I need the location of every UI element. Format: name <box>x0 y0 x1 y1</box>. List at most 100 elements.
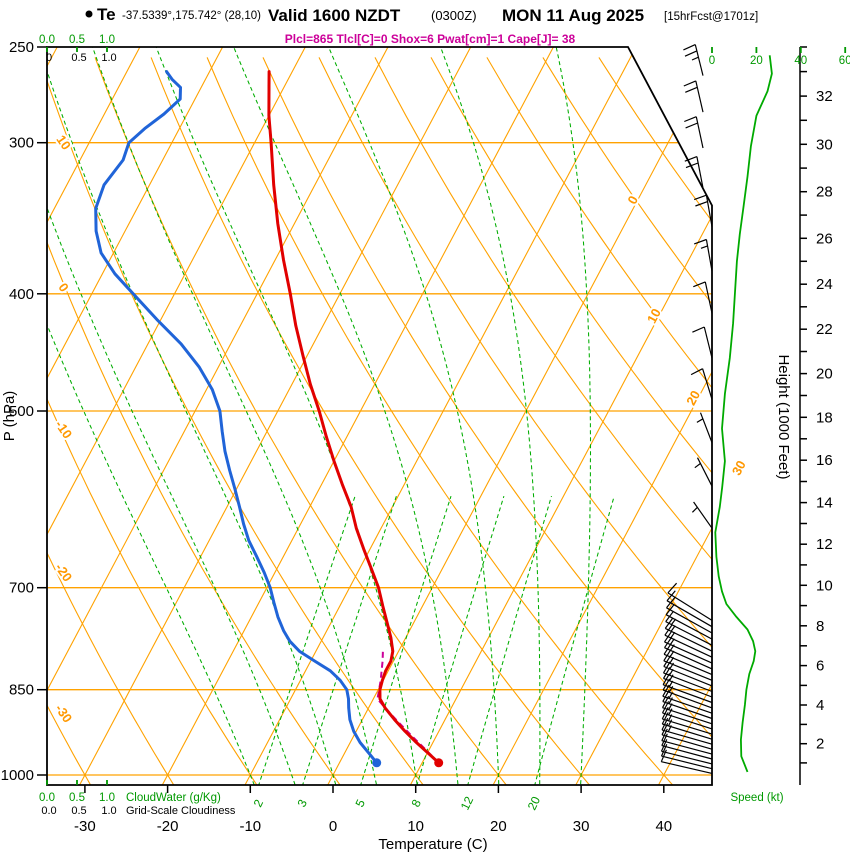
isotherm-line <box>409 47 712 785</box>
temp-tick-label: -10 <box>239 818 261 835</box>
wind-barb-half-feather <box>691 56 699 61</box>
temp-tick-label: 40 <box>655 818 672 835</box>
cloudiness-scale-label-bottom: 0.5 <box>71 805 86 817</box>
wind-barb-feather <box>662 673 671 685</box>
surface-dewpoint-dot <box>372 758 382 768</box>
moist-adiabat-line <box>47 47 341 785</box>
cloudwater-scale-label-bottom: 0.0 <box>39 792 55 804</box>
temp-tick-label: -20 <box>157 818 179 835</box>
cloudiness-scale-label-top: 0 <box>46 52 52 64</box>
wind-barb-staff <box>661 745 713 760</box>
wind-barb-feather <box>661 733 668 746</box>
dry-adiabat-line <box>94 57 514 785</box>
wind-barb-staff <box>705 195 713 227</box>
height-tick-label: 2 <box>816 736 824 753</box>
height-tick-label: 26 <box>816 230 833 247</box>
height-tick-label: 30 <box>816 136 833 153</box>
wind-barb-feather <box>664 617 674 629</box>
isotherm-label: 10 <box>644 306 664 326</box>
moist-adiabat-line <box>47 47 301 785</box>
wind-barb-staff <box>695 116 704 149</box>
cloudwater-scale-label-top: 0.0 <box>39 34 55 46</box>
wind-barb-feather <box>661 728 668 741</box>
wind-barb-staff <box>663 665 713 687</box>
isotherm-line <box>575 47 712 785</box>
isotherm-line <box>244 47 637 785</box>
wind-barb-half-feather <box>671 618 677 625</box>
moist-adiabat-line <box>328 47 500 785</box>
pressure-axis-title: P (hPa) <box>1 391 18 442</box>
speed-scale-label: 60 <box>839 55 850 67</box>
dry-adiabat-line <box>542 57 712 785</box>
wind-barb-staff <box>661 740 713 755</box>
pressure-tick-label: 300 <box>9 135 34 152</box>
wind-barb-half-feather <box>667 725 672 732</box>
mixing-ratio-label: 20 <box>525 794 544 812</box>
wind-barb-half-feather <box>691 506 698 513</box>
speed-axis-label: Speed (kt) <box>730 792 783 804</box>
height-tick-label: 6 <box>816 658 824 675</box>
dewpoint-curve <box>94 70 379 765</box>
isotherm-line <box>79 47 472 785</box>
valid-time: Valid 1600 NZDT <box>268 6 401 25</box>
station-name: Te <box>97 5 116 24</box>
wind-barb-feather <box>665 604 675 616</box>
wind-barb-feather <box>683 80 697 87</box>
temp-tick-label: 10 <box>407 818 424 835</box>
height-tick-label: 10 <box>816 577 833 594</box>
wind-barb-feather <box>660 749 667 762</box>
saturation-lines <box>47 47 615 785</box>
wind-barb-feather <box>665 610 674 622</box>
wind-barb-half-feather <box>668 703 673 710</box>
speed-scale-label: 40 <box>794 55 807 67</box>
wind-barb-staff <box>694 44 704 76</box>
mixing-ratio-line <box>412 495 505 785</box>
height-axis-title: Height (1000 Feet) <box>775 354 792 479</box>
wind-barb-staff <box>696 156 704 189</box>
moist-adiabat-line <box>233 47 460 785</box>
wind-barb-feather <box>662 666 671 679</box>
wind-barb-feather <box>685 86 698 93</box>
mixing-ratio-line <box>297 495 397 785</box>
isotherm-line <box>47 47 389 785</box>
wind-barb-staff <box>704 281 713 314</box>
wind-barb-half-feather <box>668 674 674 682</box>
isotherm-line <box>161 47 554 785</box>
wind-barb-staff <box>695 80 704 113</box>
temp-tick-label: 20 <box>490 818 507 835</box>
cloudwater-scale-label-top: 0.5 <box>69 34 85 46</box>
wind-speed-curve <box>714 55 773 773</box>
cloudiness-label: Grid-Scale Cloudiness <box>126 805 236 817</box>
pressure-tick-label: 1000 <box>1 767 34 784</box>
mixing-ratio-label: 3 <box>294 797 310 809</box>
plot-border <box>46 46 713 786</box>
wind-barb-feather <box>664 636 673 649</box>
height-tick-label: 18 <box>816 409 833 426</box>
height-tick-label: 32 <box>816 88 833 105</box>
mixing-ratio-line <box>253 495 356 785</box>
cloudiness-scale-label-top: 0.5 <box>71 52 86 64</box>
wind-barb-staff <box>703 326 713 359</box>
wind-barb-staff <box>664 641 713 664</box>
pressure-tick-label: 850 <box>9 682 34 699</box>
wind-barb-feather <box>690 368 703 376</box>
isotherm-line <box>47 47 306 785</box>
wind-barb-feather <box>663 643 672 655</box>
wind-barb-staff <box>661 761 713 774</box>
height-tick-label: 20 <box>816 366 833 383</box>
wind-barb-staff <box>663 677 713 698</box>
wind-barb-feather <box>661 717 669 731</box>
wind-barb-feather <box>666 590 676 602</box>
wind-barb-half-feather <box>694 463 701 469</box>
dry-adiabat-line <box>374 57 712 785</box>
wind-barb-half-feather <box>668 692 673 699</box>
cloudiness-scale-label-bottom: 1.0 <box>101 805 116 817</box>
forecast-tag: [15hrFcst@1701z] <box>664 11 758 23</box>
wind-barb-staff <box>661 734 713 750</box>
station-marker-icon <box>85 10 93 18</box>
wind-barb-staff <box>696 457 713 487</box>
overlay <box>372 55 773 773</box>
cloudwater-scale-label-bottom: 1.0 <box>99 792 115 804</box>
